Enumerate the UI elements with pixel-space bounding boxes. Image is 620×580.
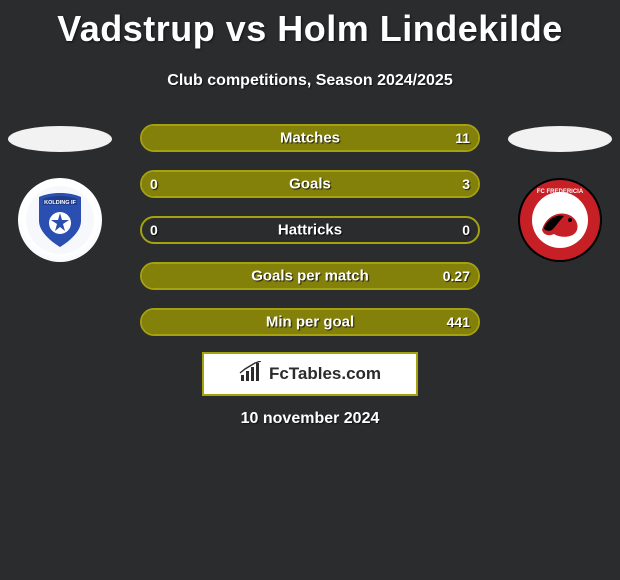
player-left-shadow <box>8 126 112 152</box>
stat-row: Min per goal 441 <box>140 308 480 336</box>
svg-text:FC FREDERICIA: FC FREDERICIA <box>537 189 584 195</box>
stat-value-right: 3 <box>462 176 470 192</box>
stat-value-left: 0 <box>150 222 158 238</box>
club-crest-icon: FC FREDERICIA <box>518 178 602 262</box>
brand-label: FcTables.com <box>269 364 381 384</box>
stats-container: Matches 11 0 Goals 3 0 Hattricks 0 Goals per mat… <box>140 124 480 354</box>
player-right-shadow <box>508 126 612 152</box>
stat-value-right: 11 <box>455 130 470 146</box>
stat-row: Goals per match 0.27 <box>140 262 480 290</box>
stat-label: Goals <box>289 176 331 193</box>
subtitle: Club competitions, Season 2024/2025 <box>0 72 620 90</box>
stat-row: 0 Goals 3 <box>140 170 480 198</box>
date-label: 10 november 2024 <box>0 410 620 428</box>
club-badge-left: KOLDING IF <box>18 178 102 262</box>
stat-label: Min per goal <box>266 314 354 331</box>
stat-value-left: 0 <box>150 176 158 192</box>
stat-row: Matches 11 <box>140 124 480 152</box>
stat-value-right: 0 <box>462 222 470 238</box>
club-badge-right: FC FREDERICIA <box>518 178 602 262</box>
chart-icon <box>239 361 263 388</box>
stat-value-right: 441 <box>447 314 470 330</box>
svg-text:KOLDING IF: KOLDING IF <box>44 200 76 206</box>
stat-label: Goals per match <box>251 268 369 285</box>
brand-box[interactable]: FcTables.com <box>202 352 418 396</box>
shield-icon: KOLDING IF <box>25 185 95 255</box>
stat-row: 0 Hattricks 0 <box>140 216 480 244</box>
stat-value-right: 0.27 <box>443 268 470 284</box>
page-title: Vadstrup vs Holm Lindekilde <box>0 0 620 50</box>
stat-label: Matches <box>280 130 340 147</box>
stat-label: Hattricks <box>278 222 342 239</box>
